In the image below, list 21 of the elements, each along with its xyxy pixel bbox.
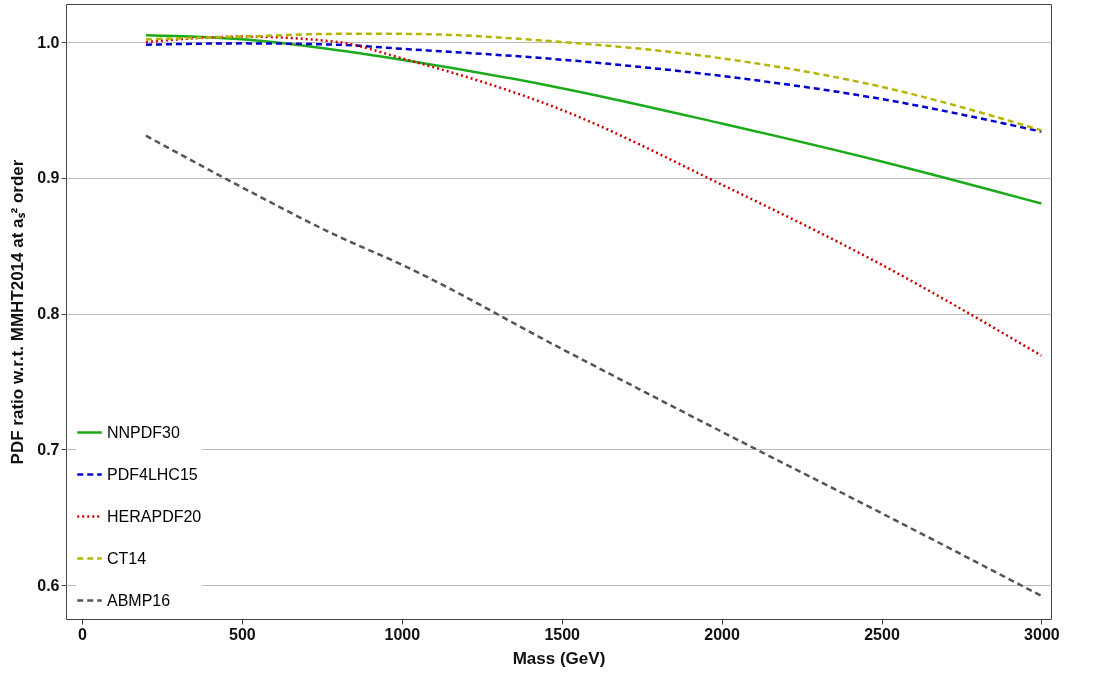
y-tick-label: 0.8 [37, 305, 60, 323]
legend-label: PDF4LHC15 [107, 465, 198, 483]
line-series [144, 35, 1043, 357]
x-tick-label: 2000 [704, 625, 740, 643]
y-tick-label: 1.0 [37, 33, 60, 51]
y-tick-label: 0.9 [37, 169, 60, 187]
y-tick-label: 0.7 [37, 440, 60, 458]
legend-label: CT14 [107, 549, 147, 567]
line-series [144, 33, 1043, 205]
x-axis-title: Mass (GeV) [512, 648, 606, 668]
x-tick-label: 1500 [544, 625, 581, 643]
y-tick-label: 0.6 [37, 576, 60, 594]
x-tick-label: 2500 [864, 625, 900, 643]
y-axis-title: PDF ratio w.r.t. MMHT2014 at aₛ² order [8, 159, 28, 465]
legend-label: ABMP16 [107, 591, 171, 609]
x-tick-label: 0 [78, 625, 88, 643]
x-tick-label: 500 [229, 625, 256, 643]
x-tick-label: 3000 [1024, 625, 1060, 643]
x-tick-label: 1000 [384, 625, 421, 643]
legend-label: HERAPDF20 [107, 507, 202, 525]
legend-label: NNPDF30 [107, 423, 181, 441]
